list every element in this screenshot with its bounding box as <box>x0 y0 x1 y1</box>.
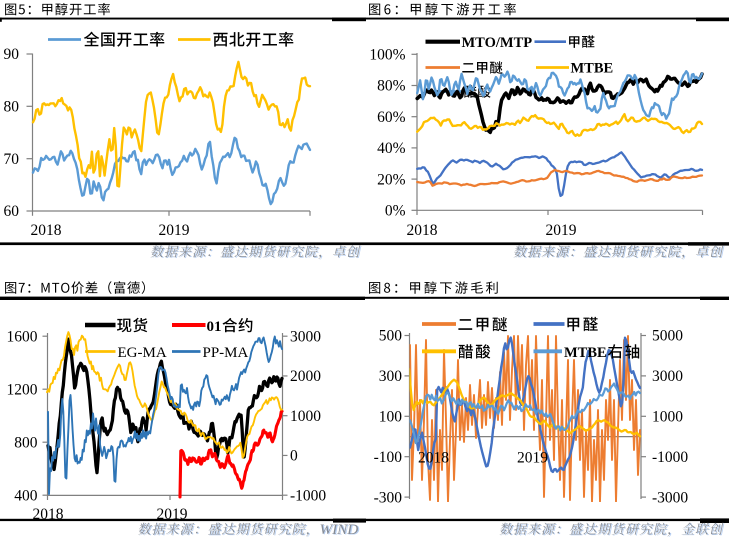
svg-text:80: 80 <box>4 99 20 116</box>
svg-text:20%: 20% <box>377 171 406 188</box>
svg-text:-300: -300 <box>374 489 403 506</box>
svg-text:100: 100 <box>379 409 403 426</box>
svg-text:PP-MA: PP-MA <box>203 345 249 361</box>
svg-text:60: 60 <box>4 203 20 220</box>
svg-text:1000: 1000 <box>652 409 683 426</box>
svg-text:2019: 2019 <box>157 506 188 523</box>
svg-text:1600: 1600 <box>7 328 38 345</box>
svg-text:2018: 2018 <box>33 506 64 523</box>
svg-text:MTBE: MTBE <box>571 61 614 77</box>
svg-text:-1000: -1000 <box>652 449 688 466</box>
svg-text:3000: 3000 <box>290 328 321 345</box>
svg-text:MTBE: MTBE <box>564 345 607 361</box>
svg-text:100%: 100% <box>369 47 405 64</box>
svg-text:500: 500 <box>379 328 403 345</box>
svg-text:300: 300 <box>379 368 403 385</box>
svg-text:WIND: WIND <box>321 522 360 539</box>
svg-text:3000: 3000 <box>652 368 683 385</box>
svg-text:-1000: -1000 <box>290 487 326 504</box>
svg-text:EG-MA: EG-MA <box>118 345 167 361</box>
svg-text:01: 01 <box>207 319 222 335</box>
svg-text:1200: 1200 <box>7 381 38 398</box>
svg-text:0%: 0% <box>385 203 406 220</box>
svg-text:800: 800 <box>14 434 38 451</box>
svg-text:5000: 5000 <box>652 328 683 345</box>
svg-text:2000: 2000 <box>290 368 321 385</box>
svg-text:2018: 2018 <box>31 222 62 239</box>
svg-text:80%: 80% <box>377 78 406 95</box>
svg-text:2018: 2018 <box>418 450 449 467</box>
svg-text:90: 90 <box>4 46 20 63</box>
svg-text:MTO/MTP: MTO/MTP <box>462 35 533 51</box>
svg-text:60%: 60% <box>377 109 406 126</box>
svg-text:0: 0 <box>290 448 298 465</box>
svg-text:WIND: WIND <box>319 521 358 538</box>
svg-text:2019: 2019 <box>517 450 548 467</box>
svg-text:1000: 1000 <box>290 408 321 425</box>
svg-text:2019: 2019 <box>159 222 190 239</box>
svg-text:70: 70 <box>4 151 20 168</box>
svg-text:2019: 2019 <box>546 222 577 239</box>
svg-text:40%: 40% <box>377 140 406 157</box>
svg-text:400: 400 <box>14 487 38 504</box>
svg-text:-100: -100 <box>374 449 403 466</box>
svg-text:-3000: -3000 <box>652 489 688 506</box>
svg-text:2018: 2018 <box>407 222 438 239</box>
